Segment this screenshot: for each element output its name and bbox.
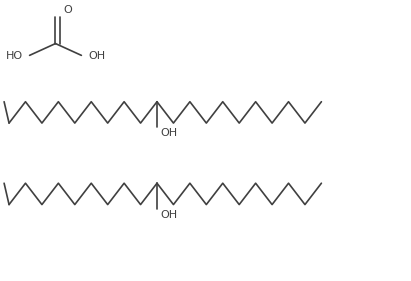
Text: O: O — [64, 5, 72, 15]
Text: OH: OH — [160, 128, 178, 139]
Text: OH: OH — [88, 51, 106, 61]
Text: OH: OH — [160, 210, 178, 220]
Text: HO: HO — [5, 51, 23, 61]
